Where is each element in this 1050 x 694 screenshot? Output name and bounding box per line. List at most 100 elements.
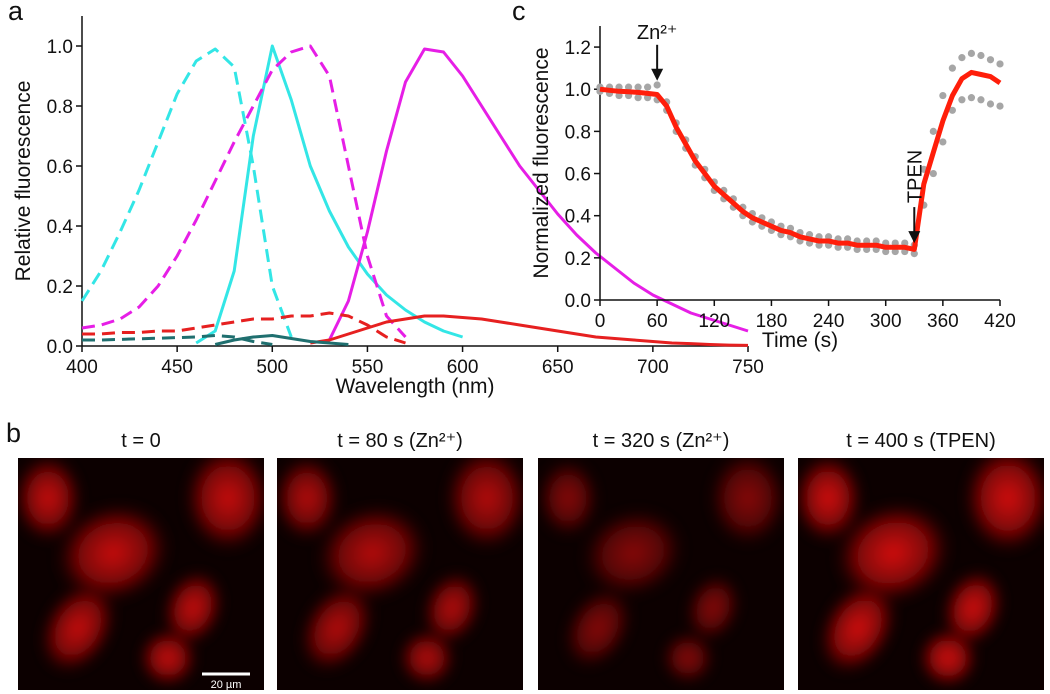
x-tick-label: 450 xyxy=(161,357,193,378)
y-tick-label: 0.8 xyxy=(565,122,591,143)
data-point xyxy=(977,96,985,104)
y-tick-label: 0.4 xyxy=(47,217,74,238)
y-tick-label: 1.2 xyxy=(565,38,591,59)
data-point xyxy=(967,94,976,102)
y-tick-label: 1.0 xyxy=(565,80,591,101)
data-point xyxy=(939,91,947,100)
annotation: Zn²⁺ xyxy=(637,22,678,44)
cells xyxy=(798,458,1044,689)
image-title: t = 320 s (Zn²⁺) xyxy=(593,430,730,452)
cell xyxy=(421,570,483,646)
series-line xyxy=(328,47,749,341)
cell xyxy=(314,503,430,603)
series-line xyxy=(214,334,349,346)
cell xyxy=(917,627,979,689)
y-axis-label: Relative fluorescence xyxy=(12,81,35,282)
annotation-arrowhead xyxy=(651,68,664,81)
micrograph xyxy=(538,458,784,690)
x-tick-label: 700 xyxy=(637,357,669,378)
cell xyxy=(54,501,172,605)
cell xyxy=(941,568,1005,648)
x-tick-label: 400 xyxy=(66,357,98,378)
x-tick-label: 0 xyxy=(595,311,606,332)
x-tick-label: 300 xyxy=(870,311,902,332)
x-tick-label: 500 xyxy=(256,357,288,378)
series-line xyxy=(80,47,293,338)
cell xyxy=(397,628,457,688)
annotation-arrowhead xyxy=(908,231,921,244)
x-tick-label: 420 xyxy=(984,311,1016,332)
cell xyxy=(138,628,198,688)
panel-letter: a xyxy=(8,0,24,26)
annotation: TPEN xyxy=(904,150,926,203)
data-point xyxy=(653,81,661,89)
data-point xyxy=(634,94,642,102)
cells xyxy=(277,458,523,688)
cell xyxy=(443,458,523,552)
data-point xyxy=(967,49,976,58)
cell xyxy=(685,573,741,643)
y-tick-label: 0.0 xyxy=(565,291,591,312)
data-point xyxy=(929,169,937,178)
series-line xyxy=(310,314,749,347)
cell xyxy=(817,580,899,676)
data-point xyxy=(986,56,995,64)
cell xyxy=(661,631,715,685)
x-tick-label: 360 xyxy=(927,311,959,332)
x-tick-label: 180 xyxy=(756,311,788,332)
cell xyxy=(580,507,686,599)
cell xyxy=(277,458,341,542)
panel-letter: b xyxy=(6,418,21,448)
series-line xyxy=(82,311,406,345)
cell xyxy=(38,581,118,675)
data-point xyxy=(996,102,1004,110)
data-point xyxy=(634,83,642,91)
cells xyxy=(538,458,784,685)
data-point xyxy=(958,54,966,62)
data-point xyxy=(929,127,937,135)
image-title: t = 0 xyxy=(121,430,160,452)
data-point xyxy=(939,138,947,146)
y-tick-label: 0.2 xyxy=(47,277,73,298)
cell xyxy=(298,582,376,674)
x-tick-label: 240 xyxy=(813,311,845,332)
data-point xyxy=(996,60,1004,68)
x-tick-label: 60 xyxy=(647,311,668,332)
image-row: t = 0 20 µm t = 80 s (Zn²⁺) t = 320 s (Zn²⁺… xyxy=(18,430,1044,691)
cell xyxy=(563,586,633,670)
x-tick-label: 550 xyxy=(352,357,384,378)
y-tick-label: 0.6 xyxy=(47,157,73,178)
data-point xyxy=(948,64,956,72)
series-line xyxy=(82,334,273,346)
data-point xyxy=(986,100,995,108)
y-tick-label: 0.0 xyxy=(47,337,73,358)
cell xyxy=(538,458,600,539)
series-line xyxy=(599,69,1002,252)
scale-bar-label: 20 µm xyxy=(211,679,242,691)
cell xyxy=(707,458,784,547)
cell xyxy=(798,458,864,544)
data-point xyxy=(958,96,966,104)
panel-letter: c xyxy=(512,0,526,26)
cell xyxy=(962,458,1044,555)
series-line xyxy=(81,44,407,339)
x-tick-label: 650 xyxy=(542,357,574,378)
series-line xyxy=(195,44,464,345)
y-tick-label: 1.0 xyxy=(47,37,73,58)
x-axis-label: Wavelength (nm) xyxy=(335,375,494,398)
x-tick-label: 750 xyxy=(732,357,764,378)
data-point xyxy=(948,106,956,114)
data-point xyxy=(910,250,918,258)
data-point xyxy=(644,83,652,91)
micrograph: 20 µm xyxy=(18,458,264,691)
cell xyxy=(18,458,83,543)
cell xyxy=(832,500,954,606)
data-point xyxy=(624,83,633,91)
x-tick-label: 600 xyxy=(447,357,479,378)
micrograph xyxy=(798,458,1044,690)
y-tick-label: 0.4 xyxy=(565,207,592,228)
y-tick-label: 0.6 xyxy=(565,165,591,186)
image-title: t = 80 s (Zn²⁺) xyxy=(337,430,463,452)
